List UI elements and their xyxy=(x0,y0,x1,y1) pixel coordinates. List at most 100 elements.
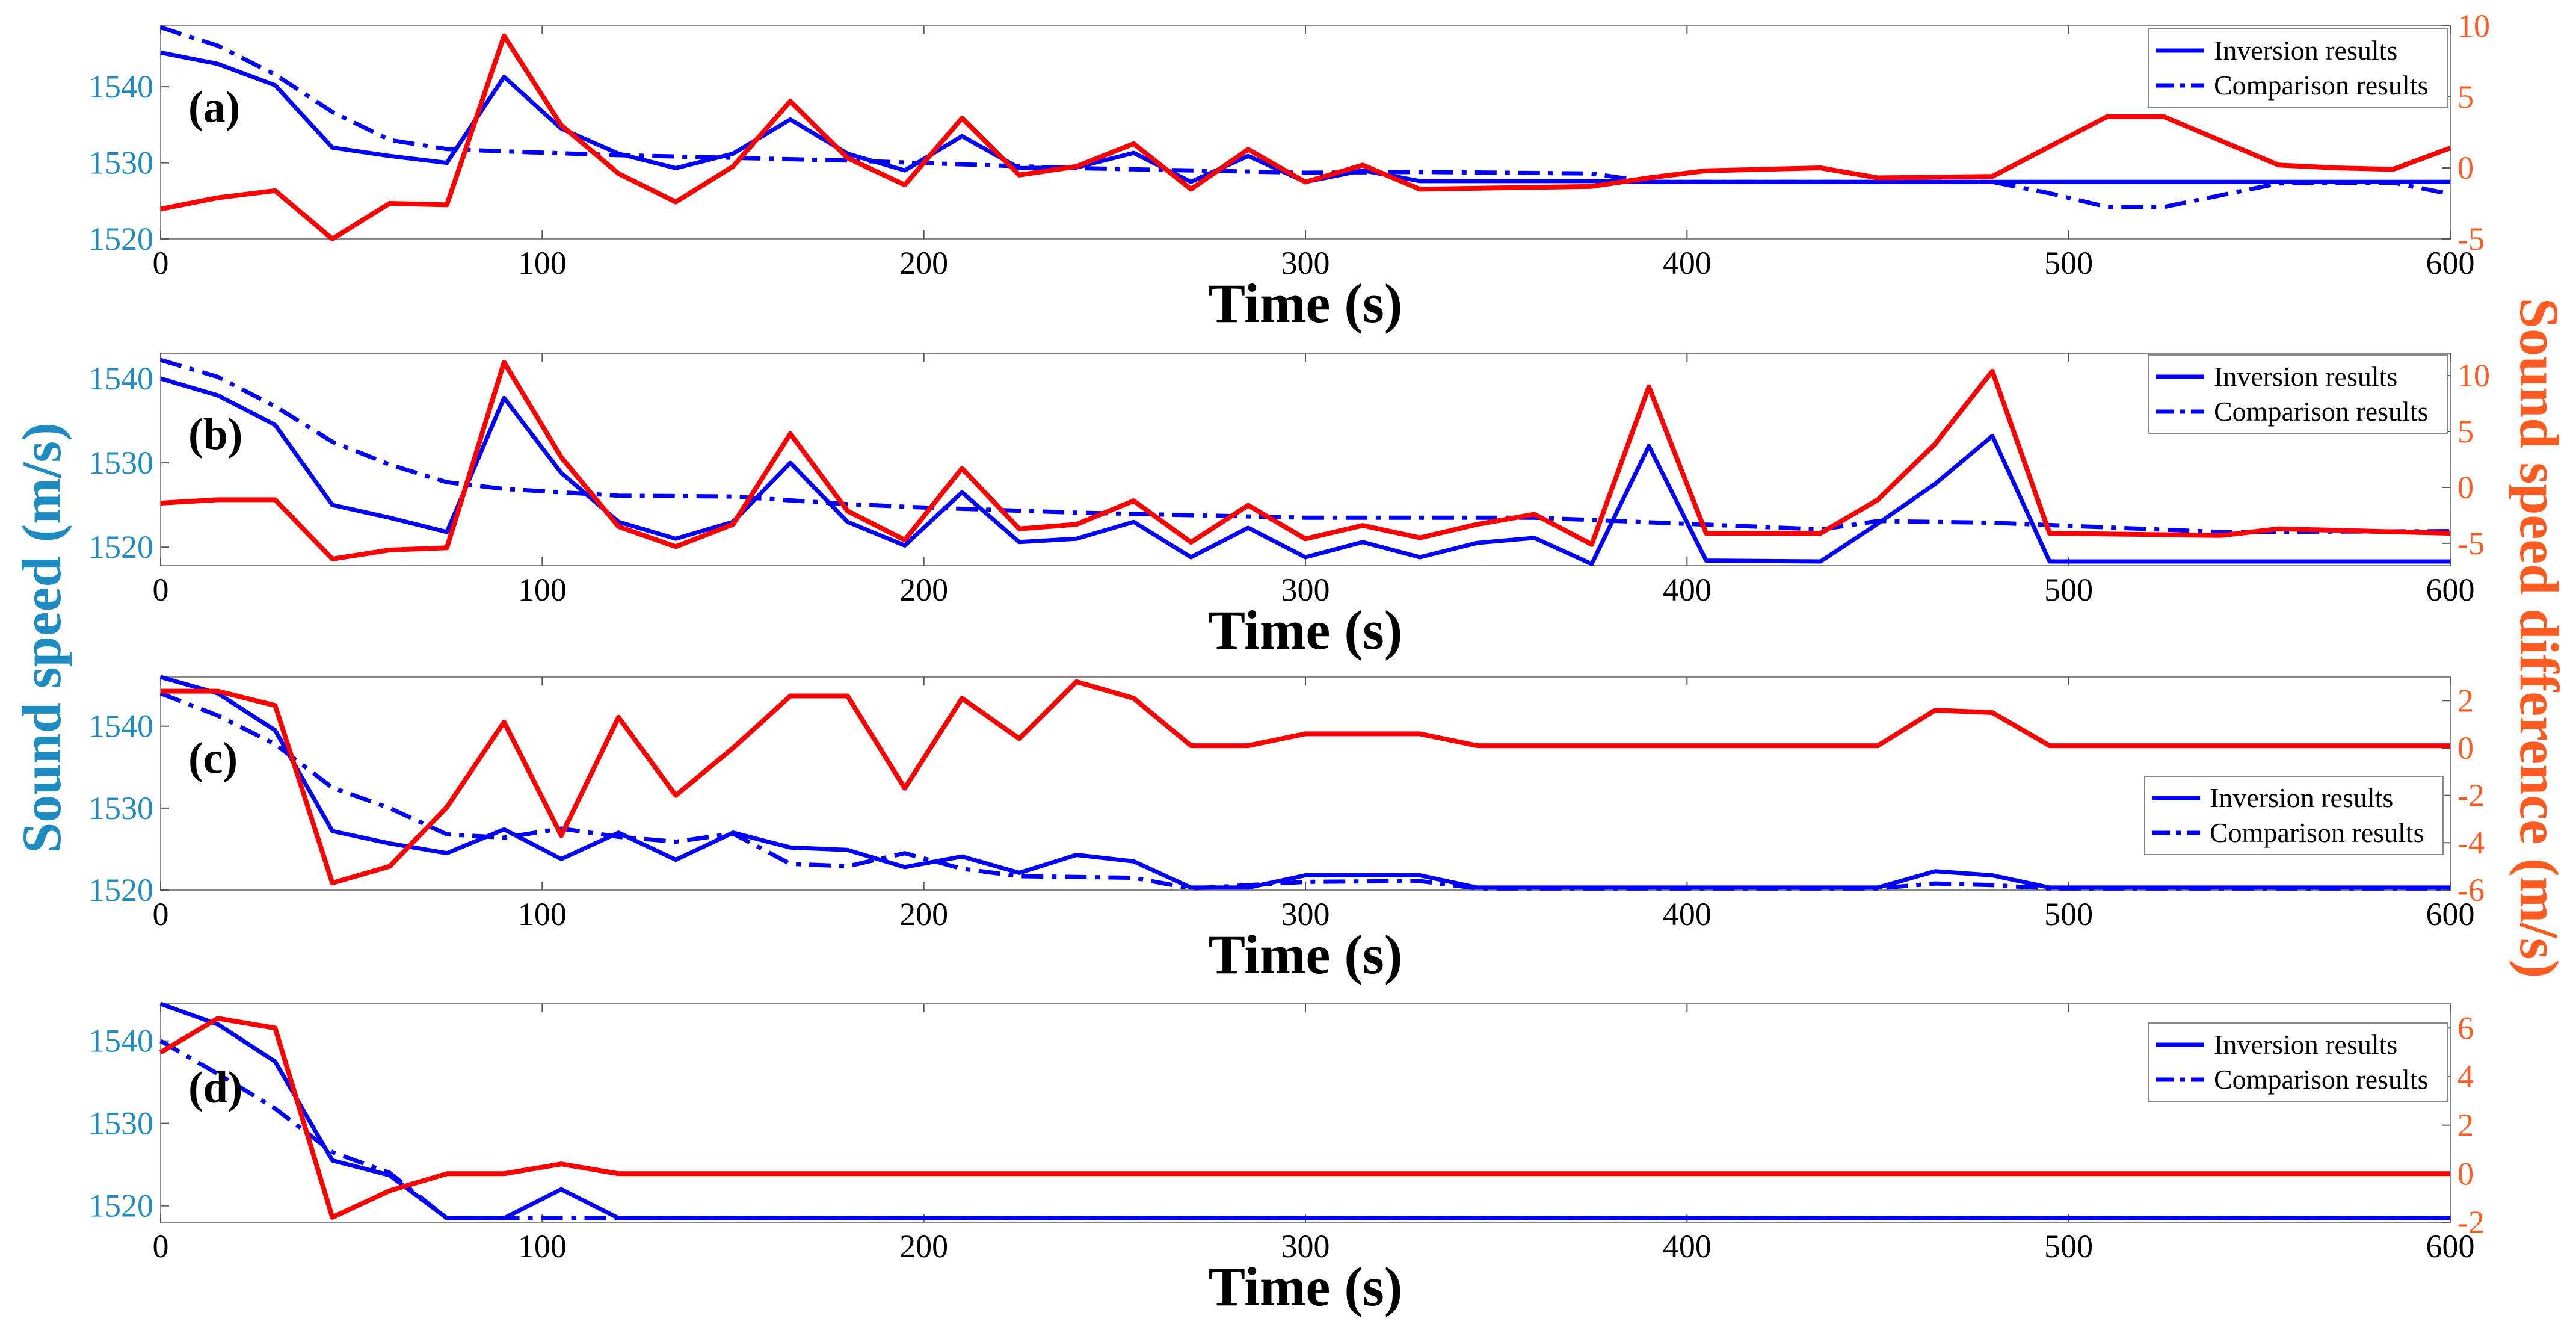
x-axis-label: Time (s) xyxy=(1209,1256,1403,1317)
y-right-tick-label: -2 xyxy=(2457,778,2485,814)
y-right-tick-label: 0 xyxy=(2457,150,2474,186)
panel-label: (a) xyxy=(188,82,240,132)
panel-b: 0 100 200 300 400 500 600 1520 1530 1540 -5 0 5 10 (b)… xyxy=(88,353,2490,661)
x-tick-label: 500 xyxy=(2044,245,2093,281)
panel-label: (c) xyxy=(188,734,238,783)
series-line-sound-speed-difference xyxy=(160,33,2451,241)
y-right-tick-label: 5 xyxy=(2457,413,2474,450)
x-tick-label: 100 xyxy=(518,896,567,932)
y-right-tick-label: 0 xyxy=(2457,1155,2474,1192)
x-tick-label: 400 xyxy=(1663,896,1712,932)
y-left-tick-label: 1530 xyxy=(88,145,153,181)
panel-c: 0 100 200 300 400 500 600 1520 1530 1540 -6 -4 -2 0 2 (… xyxy=(88,675,2485,985)
series-line-inversion-results xyxy=(159,1001,2450,1220)
x-tick-label: 200 xyxy=(899,572,948,608)
y-right-tick-label: 4 xyxy=(2457,1059,2474,1095)
legend-label: Inversion results xyxy=(2214,35,2397,66)
series-line-inversion-results xyxy=(160,376,2450,566)
y-axis-label-right: Sound speed difference (m/s) xyxy=(2509,298,2570,978)
legend: Inversion results Comparison results xyxy=(2144,776,2444,855)
x-tick-label: 0 xyxy=(153,1228,169,1264)
x-tick-label: 500 xyxy=(2044,572,2093,608)
x-tick-label: 100 xyxy=(518,245,567,281)
series-line-sound-speed-difference xyxy=(160,359,2451,561)
legend: Inversion results Comparison results xyxy=(2148,354,2448,434)
legend-label: Comparison results xyxy=(2214,70,2428,101)
series-line-comparison-results xyxy=(160,357,2451,534)
series-line-comparison-results xyxy=(159,691,2450,891)
x-tick-label: 500 xyxy=(2044,1228,2093,1264)
y-right-tick-label: -4 xyxy=(2457,824,2485,861)
y-right-tick-label: -2 xyxy=(2457,1204,2485,1240)
x-axis-label: Time (s) xyxy=(1209,924,1403,985)
y-left-tick-label: 1540 xyxy=(88,1023,153,1059)
y-left-tick-label: 1530 xyxy=(88,445,153,481)
legend: Inversion results Comparison results xyxy=(2148,1022,2448,1102)
y-right-tick-label: 2 xyxy=(2457,1107,2474,1143)
y-left-tick-label: 1540 xyxy=(88,69,153,105)
x-tick-label: 0 xyxy=(153,245,169,281)
x-tick-label: 300 xyxy=(1281,896,1330,932)
y-right-tick-label: 10 xyxy=(2457,357,2490,394)
x-tick-label: 600 xyxy=(2426,1228,2475,1264)
x-tick-label: 500 xyxy=(2044,896,2093,932)
x-axis-label: Time (s) xyxy=(1209,599,1403,661)
plot-area xyxy=(160,676,2451,891)
x-axis-label: Time (s) xyxy=(1209,273,1403,334)
x-tick-label: 100 xyxy=(518,1228,567,1264)
legend-label: Comparison results xyxy=(2214,396,2428,427)
legend-label: Comparison results xyxy=(2210,817,2424,848)
x-tick-label: 200 xyxy=(899,245,948,281)
x-tick-label: 200 xyxy=(899,896,948,932)
y-right-tick-label: -5 xyxy=(2457,221,2485,257)
y-left-tick-label: 1520 xyxy=(88,221,153,257)
series-line-comparison-results xyxy=(159,25,2451,209)
y-left-tick-label: 1540 xyxy=(88,708,153,744)
legend-label: Inversion results xyxy=(2210,782,2393,813)
x-tick-label: 300 xyxy=(1281,572,1330,608)
y-right-tick-label: 6 xyxy=(2457,1010,2474,1046)
x-tick-label: 0 xyxy=(153,572,169,608)
x-tick-label: 400 xyxy=(1663,1228,1712,1264)
x-tick-label: 600 xyxy=(2426,245,2475,281)
legend-box xyxy=(2148,354,2448,434)
y-left-tick-label: 1530 xyxy=(88,790,153,826)
y-right-tick-label: -5 xyxy=(2457,525,2485,561)
y-left-tick-label: 1540 xyxy=(88,360,153,397)
y-left-tick-label: 1530 xyxy=(88,1106,153,1142)
x-tick-label: 300 xyxy=(1281,245,1330,281)
legend: Inversion results Comparison results xyxy=(2148,28,2448,108)
x-tick-label: 400 xyxy=(1663,572,1712,608)
plot-area xyxy=(160,25,2451,240)
x-tick-label: 400 xyxy=(1663,245,1712,281)
series-line-comparison-results xyxy=(159,1039,2450,1220)
y-left-tick-label: 1520 xyxy=(88,529,153,565)
legend-box xyxy=(2148,28,2448,108)
panel-label: (b) xyxy=(188,410,242,459)
y-right-tick-label: 10 xyxy=(2457,8,2490,44)
y-right-tick-label: -6 xyxy=(2457,872,2485,908)
y-right-tick-label: 5 xyxy=(2457,79,2474,115)
legend-label: Comparison results xyxy=(2214,1064,2428,1095)
legend-box xyxy=(2148,1022,2448,1102)
panel-a: 0 100 200 300 400 500 600 1520 1530 1540 -5 0 5 10 (a)… xyxy=(88,8,2490,334)
plot-area xyxy=(160,1003,2451,1223)
x-tick-label: 200 xyxy=(899,1228,948,1264)
legend-label: Inversion results xyxy=(2214,1029,2397,1060)
x-tick-label: 100 xyxy=(518,572,567,608)
panel-d: 0 100 200 300 400 500 600 1520 1530 1540 -2 0 2 4 6 (d)… xyxy=(88,1001,2485,1317)
legend-box xyxy=(2144,776,2444,855)
x-tick-label: 300 xyxy=(1281,1228,1330,1264)
x-tick-label: 0 xyxy=(153,896,169,932)
y-axis-label-left: Sound speed (m/s) xyxy=(11,422,72,853)
series-line-inversion-results xyxy=(160,675,2450,890)
x-tick-label: 600 xyxy=(2426,572,2475,608)
x-tick-label: 600 xyxy=(2426,896,2475,932)
y-right-tick-label: 0 xyxy=(2457,469,2474,506)
y-right-tick-label: 2 xyxy=(2457,682,2474,719)
y-right-tick-label: 0 xyxy=(2457,730,2474,766)
series-line-sound-speed-difference xyxy=(159,1016,2450,1220)
series-line-sound-speed-difference xyxy=(161,679,2450,886)
panel-label: (d) xyxy=(188,1063,242,1112)
